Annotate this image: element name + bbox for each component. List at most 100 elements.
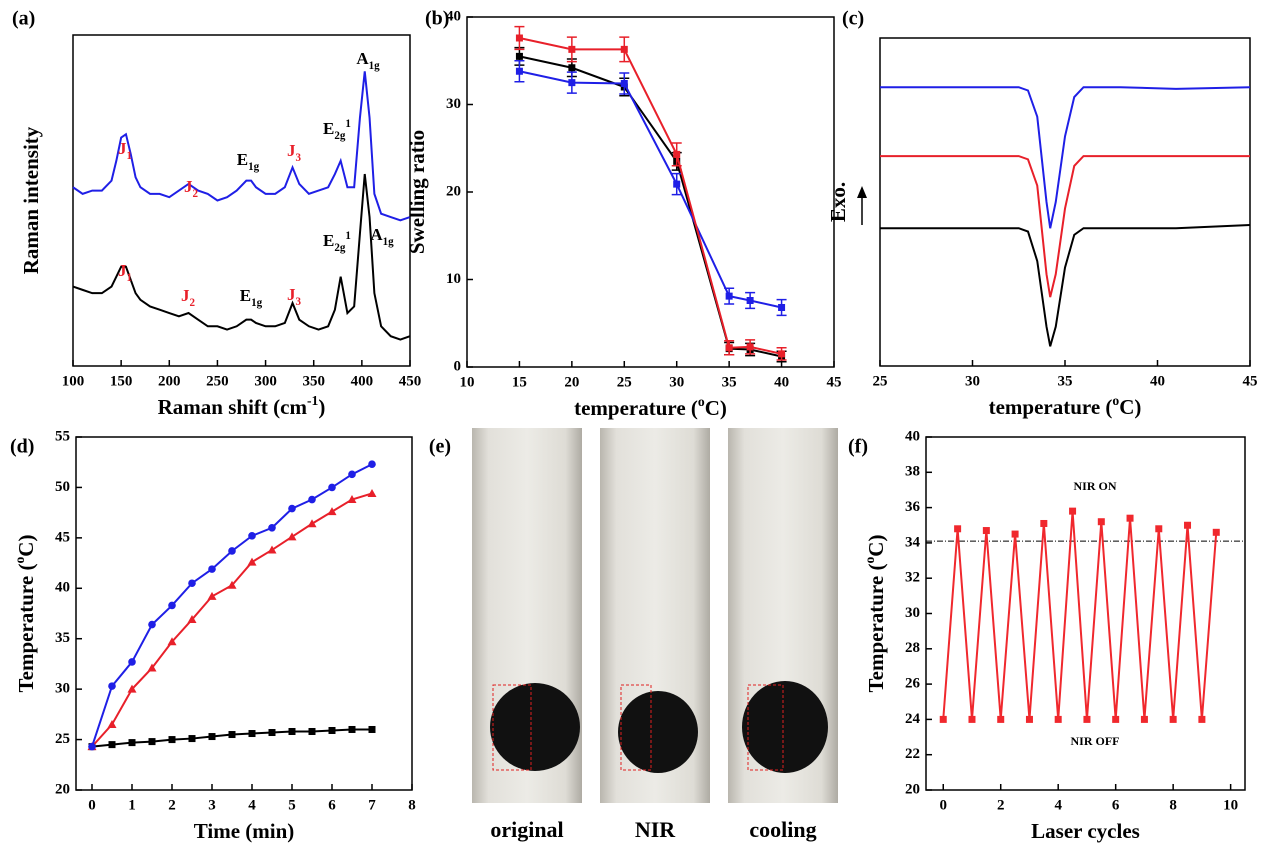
text-part: 1 — [345, 118, 351, 130]
marker — [1212, 528, 1220, 536]
text-part: 3 — [295, 296, 301, 308]
gel — [618, 691, 698, 773]
photo-panel: (e) original NIR cooling — [429, 428, 838, 842]
annotation: E1g — [237, 150, 260, 173]
text-part: A — [370, 225, 383, 244]
x-tick-label: 6 — [328, 797, 336, 813]
text-part: J — [118, 139, 127, 158]
text-part: 2 — [189, 297, 195, 309]
text-part: Time (min) — [194, 819, 295, 843]
marker — [1083, 715, 1091, 723]
marker — [982, 527, 990, 535]
text-part: Temperature ( — [14, 564, 38, 693]
marker — [128, 739, 136, 747]
marker — [746, 297, 754, 304]
marker — [108, 682, 116, 690]
marker — [247, 557, 257, 566]
series-line — [91, 463, 373, 747]
x-tick-label: 350 — [302, 373, 325, 389]
x-tick-label: 2 — [168, 797, 176, 813]
series-line — [942, 511, 1218, 720]
y-tick-label: 32 — [905, 570, 920, 586]
x-tick-label: 400 — [351, 373, 374, 389]
marker — [673, 150, 681, 158]
marker — [778, 350, 786, 358]
y-axis-label: Temperature (oC) — [862, 535, 888, 693]
marker — [1054, 715, 1062, 723]
plot-frame — [75, 436, 413, 791]
annotation: E2g1 — [323, 230, 351, 254]
marker — [725, 292, 733, 300]
x-axis-label: temperature (oC) — [574, 394, 727, 420]
text-part: 2g — [334, 242, 346, 254]
annotation: NIR ON — [1073, 479, 1116, 493]
marker — [368, 725, 376, 733]
marker — [187, 615, 197, 624]
x-tick-label: 7 — [368, 797, 376, 813]
text-part: C) — [705, 396, 727, 420]
y-tick-label: 30 — [446, 96, 461, 112]
marker — [620, 80, 628, 87]
text-part: J — [287, 285, 296, 304]
marker — [368, 460, 376, 469]
text-part: Raman shift (cm — [158, 395, 308, 419]
x-tick-label: 5 — [288, 797, 296, 813]
marker — [228, 547, 236, 555]
marker-box — [620, 684, 652, 771]
x-tick-label: 25 — [617, 374, 632, 390]
y-tick-label: 35 — [55, 630, 70, 646]
x-tick-label: 40 — [774, 374, 789, 390]
marker — [939, 715, 947, 723]
panel-label: (c) — [842, 8, 864, 30]
text-part: J — [184, 177, 193, 196]
x-tick-label: 45 — [827, 374, 842, 390]
x-tick-label: 200 — [158, 373, 181, 389]
y-tick-label: 26 — [905, 676, 921, 692]
text-part: o — [862, 557, 877, 564]
x-tick-label: 8 — [408, 797, 416, 813]
marker — [746, 343, 754, 351]
text-part: Laser cycles — [1031, 819, 1140, 843]
text-part: E — [237, 150, 248, 169]
marker — [568, 64, 576, 72]
y-tick-label: 20 — [446, 183, 461, 199]
annotation: NIR OFF — [1071, 734, 1120, 748]
annotation: E1g — [240, 286, 263, 309]
marker — [307, 519, 317, 528]
photo-caption: original — [490, 817, 563, 842]
x-tick-label: 3 — [208, 797, 216, 813]
marker — [208, 565, 216, 573]
text-part: A — [356, 49, 369, 68]
x-tick-label: 2 — [997, 797, 1005, 813]
x-axis-label: temperature (oC) — [989, 393, 1142, 419]
marker — [188, 579, 196, 588]
marker — [1011, 530, 1019, 538]
marker — [147, 663, 157, 672]
x-axis-label: Time (min) — [194, 819, 295, 843]
text-part: C) — [14, 535, 38, 557]
text-part: -1 — [307, 393, 319, 408]
marker — [168, 601, 176, 610]
x-tick-label: 4 — [248, 797, 256, 813]
text-part: E — [240, 286, 251, 305]
marker — [268, 523, 276, 532]
text-part: o — [698, 394, 705, 409]
y-tick-label: 34 — [905, 534, 921, 550]
text-part: Temperature ( — [864, 564, 888, 693]
marker — [568, 45, 576, 53]
x-tick-label: 40 — [1150, 373, 1165, 389]
y-tick-label: 45 — [55, 529, 70, 545]
panel-label: (b) — [425, 8, 449, 30]
marker — [288, 728, 296, 736]
y-axis-label: Raman intensity — [19, 126, 43, 274]
marker — [1155, 525, 1163, 533]
annotation: E2g1 — [323, 118, 351, 142]
text-part: 2g — [334, 130, 346, 142]
annotation: J2 — [184, 177, 199, 200]
x-tick-label: 150 — [110, 373, 133, 389]
marker — [778, 304, 786, 311]
y-tick-label: 25 — [55, 731, 70, 747]
marker — [515, 52, 523, 60]
x-tick-label: 300 — [254, 373, 277, 389]
x-tick-label: 45 — [1243, 373, 1258, 389]
